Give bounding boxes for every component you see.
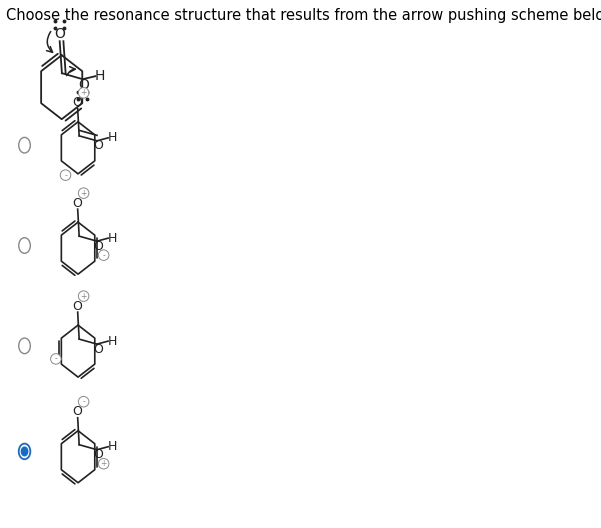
Text: O: O	[73, 299, 82, 313]
Text: H: H	[108, 440, 117, 453]
Text: -: -	[55, 354, 57, 363]
Text: O: O	[93, 343, 103, 356]
Text: -: -	[82, 397, 85, 406]
Text: O: O	[78, 78, 89, 92]
Text: H: H	[108, 232, 117, 244]
Text: H: H	[108, 335, 117, 347]
Text: O: O	[93, 240, 103, 253]
Text: O: O	[93, 139, 103, 153]
Text: O: O	[73, 96, 82, 109]
Text: H: H	[94, 69, 105, 83]
Text: +: +	[81, 188, 87, 197]
Text: +: +	[81, 291, 87, 300]
Text: O: O	[73, 196, 82, 210]
Text: Choose the resonance structure that results from the arrow pushing scheme below:: Choose the resonance structure that resu…	[6, 8, 601, 23]
Text: O: O	[73, 405, 82, 418]
Text: H: H	[108, 131, 117, 144]
Text: +: +	[81, 88, 87, 97]
Text: O: O	[93, 448, 103, 461]
Text: -: -	[64, 171, 67, 180]
Text: +: +	[100, 459, 107, 468]
Text: O: O	[54, 27, 65, 41]
Circle shape	[22, 447, 28, 456]
Text: -: -	[102, 251, 105, 260]
